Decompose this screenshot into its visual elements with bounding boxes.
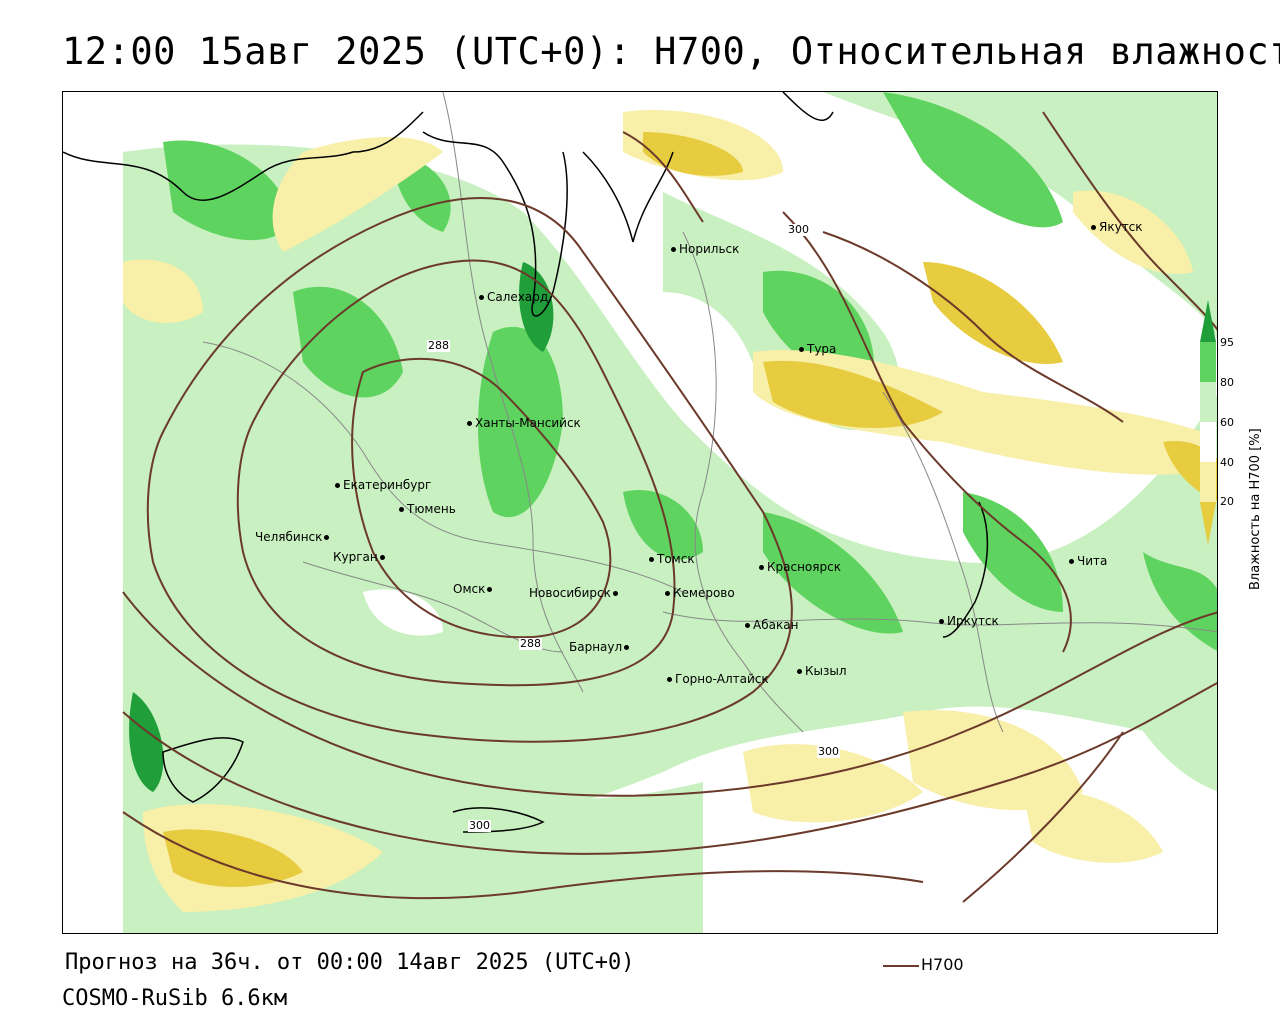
city-dot-icon [324,535,330,540]
humidity-field [123,92,1217,933]
city-dot-icon [379,555,385,560]
city-marker: Омск [453,582,495,596]
city-dot-icon [479,295,484,300]
city-marker: Салехард [479,290,548,304]
city-marker: Тура [799,342,836,356]
humidity-colorbar [1200,300,1216,545]
city-dot-icon [649,557,654,562]
city-marker: Чита [1069,554,1107,568]
city-marker: Тюмень [399,502,456,516]
legend-label: H700 [921,955,964,974]
model-name: COSMO-RuSib 6.6км [62,986,288,1011]
colorbar-tick: 20 [1220,495,1234,508]
city-marker: Иркутск [939,614,999,628]
colorbar-tick: 80 [1220,376,1234,389]
city-dot-icon [624,645,630,650]
city-marker: Ханты-Мансийск [467,416,581,430]
city-dot-icon [667,677,672,682]
city-dot-icon [745,623,750,628]
city-dot-icon [799,347,804,352]
city-dot-icon [335,483,340,488]
city-dot-icon [671,247,676,252]
isoline-label: 300 [468,819,491,832]
city-marker: Екатеринбург [335,478,431,492]
city-dot-icon [939,619,944,624]
city-marker: Челябинск [255,530,332,544]
admin-borders [202,92,1217,733]
isoline-label: 288 [519,637,542,650]
city-marker: Барнаул [569,640,632,654]
city-marker: Новосибирск [529,586,621,600]
map-title: 12:00 15авг 2025 (UTC+0): H700, Относите… [62,30,1280,73]
isoline-label: 300 [817,745,840,758]
city-marker: Томск [649,552,695,566]
city-marker: Горно-Алтайск [667,672,769,686]
colorbar-title: Влажность на H700 [%] [1248,428,1263,590]
map-canvas [63,92,1217,933]
city-marker: Кызыл [797,664,847,678]
city-dot-icon [665,591,670,596]
city-dot-icon [399,507,404,512]
city-dot-icon [797,669,802,674]
city-dot-icon [487,587,493,592]
city-marker: Норильск [671,242,739,256]
city-marker: Курган [333,550,388,564]
city-marker: Якутск [1091,220,1143,234]
city-marker: Кемерово [665,586,735,600]
isoline-label: 300 [787,223,810,236]
colorbar-tick: 95 [1220,336,1234,349]
colorbar-tick: 40 [1220,456,1234,469]
h700-line-icon [883,964,919,967]
h700-legend: H700 [883,955,964,974]
city-marker: Абакан [745,618,798,632]
isoline-label: 288 [427,339,450,352]
forecast-info: Прогноз на 36ч. от 00:00 14авг 2025 (UTC… [65,950,635,975]
city-dot-icon [759,565,764,570]
city-marker: Красноярск [759,560,841,574]
city-dot-icon [1091,225,1096,230]
city-dot-icon [1069,559,1074,564]
colorbar-title-box: Влажность на H700 [%] [1248,350,1268,590]
city-dot-icon [467,421,472,426]
colorbar-scale [1200,300,1216,545]
colorbar-tick: 60 [1220,416,1234,429]
city-dot-icon [612,591,618,596]
humidity-map: 300 288 288 300 300 Якутск Норильск Сале… [62,91,1218,934]
